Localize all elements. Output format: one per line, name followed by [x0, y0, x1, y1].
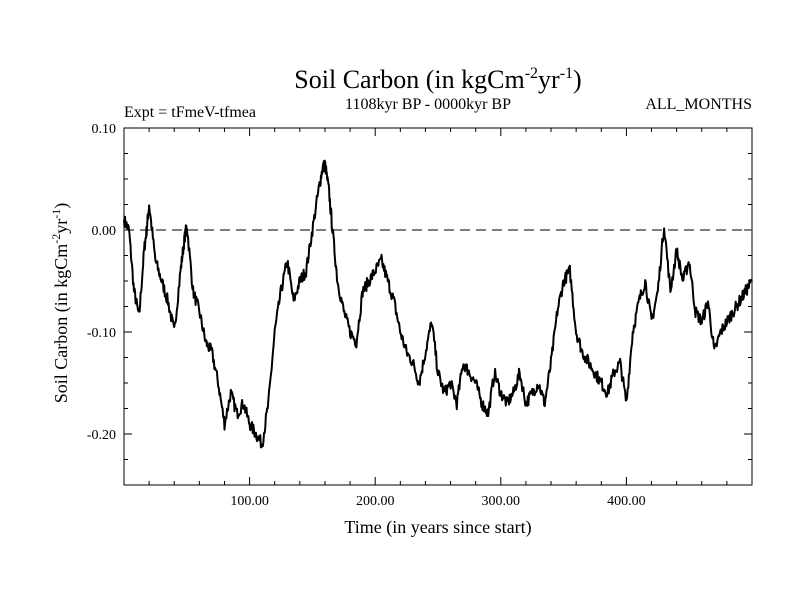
y-axis-label: Soil Carbon (in kgCm-2yr-1): [49, 203, 72, 404]
chart-title: Soil Carbon (in kgCm-2yr-1): [294, 65, 581, 94]
x-tick-label: 200.00: [356, 494, 395, 509]
y-tick-label: 0.00: [92, 224, 117, 239]
series-line: [123, 159, 753, 449]
x-tick-label: 100.00: [230, 494, 269, 509]
axis-ticks: [123, 127, 753, 486]
y-tick-label: 0.10: [92, 122, 117, 137]
plot-frame: [123, 127, 753, 486]
months-label: ALL_MONTHS: [645, 96, 752, 113]
y-tick-label: -0.10: [87, 326, 116, 341]
time-range-label: 1108kyr BP - 0000kyr BP: [345, 96, 511, 113]
x-axis-label: Time (in years since start): [344, 517, 531, 538]
x-tick-label: 300.00: [482, 494, 521, 509]
x-tick-label: 400.00: [607, 494, 646, 509]
y-tick-label: -0.20: [87, 428, 116, 443]
experiment-label: Expt = tFmeV-tfmea: [124, 104, 256, 121]
axis-tick-labels: 100.00 200.00 300.00 400.00 -0.20 -0.10 0.00 0.…: [87, 122, 646, 509]
